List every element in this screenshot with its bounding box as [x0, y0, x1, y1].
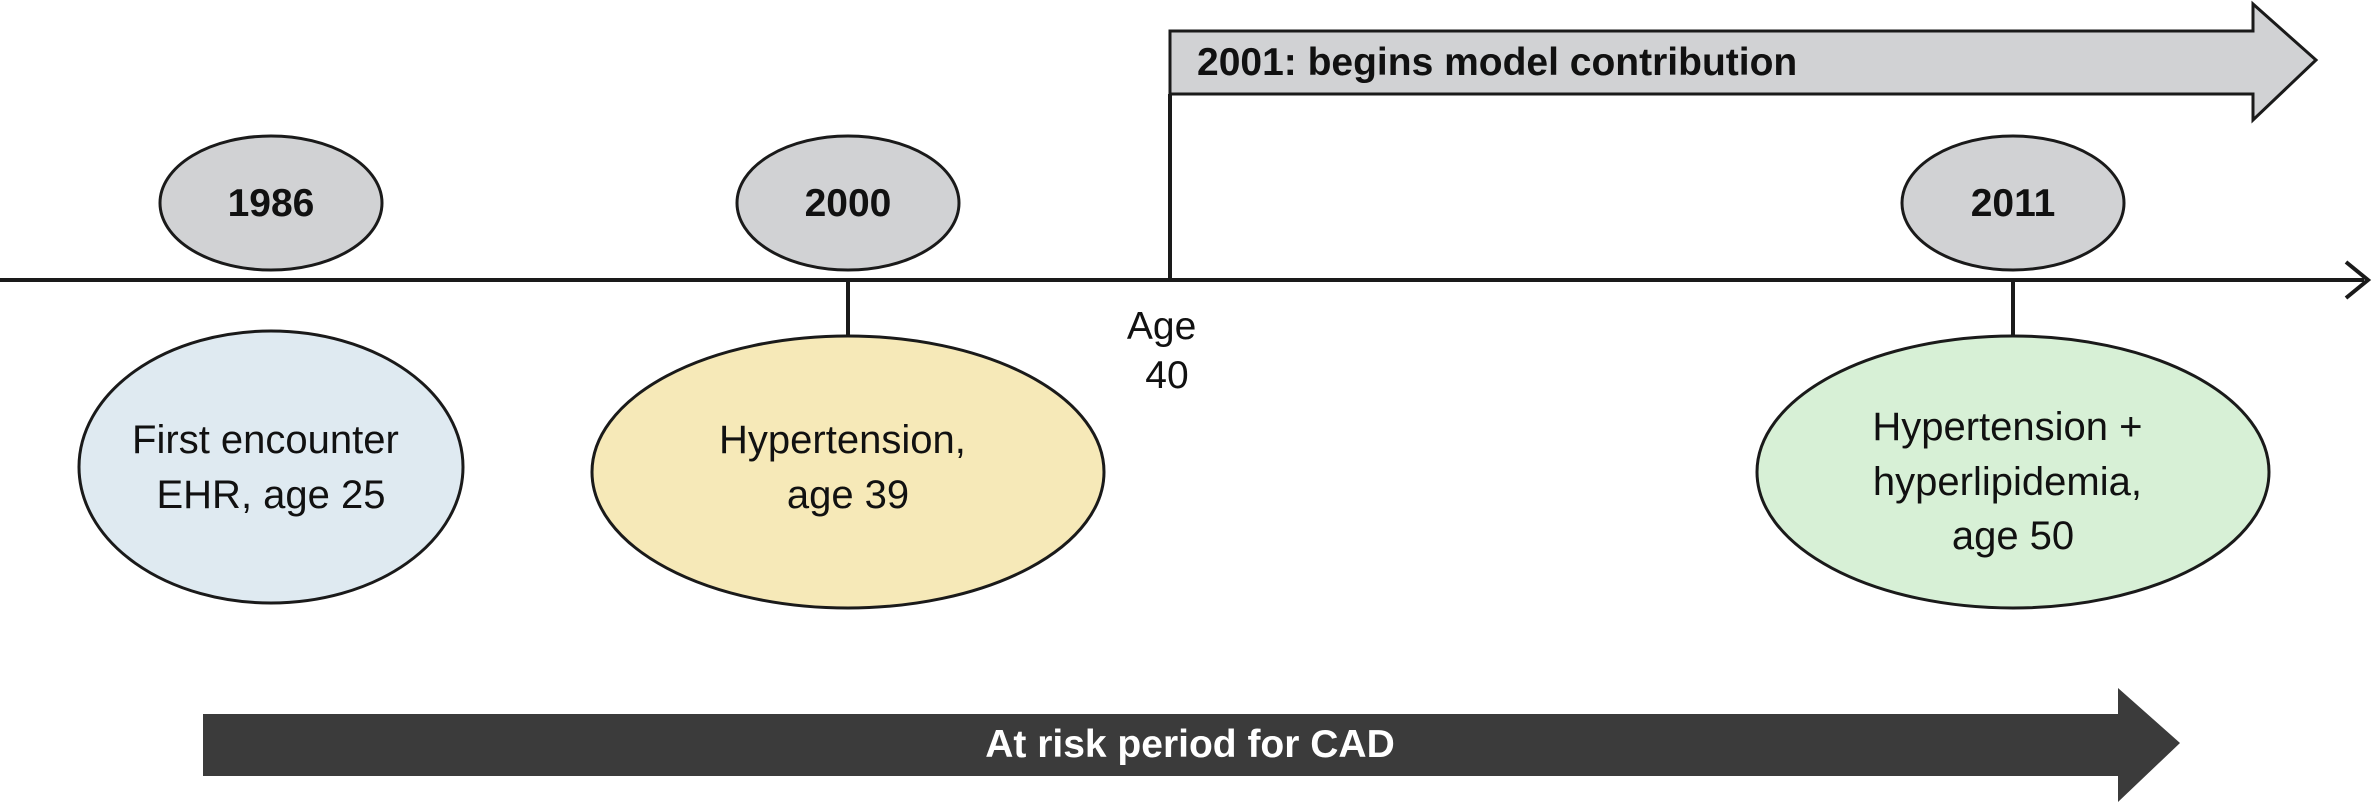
event-hypertension-line-1: Hypertension,: [719, 418, 966, 462]
year-oval-1986: [158, 134, 384, 272]
event-hh-line-3: age 50: [1952, 514, 2074, 558]
year-label-2000: 2000: [805, 182, 892, 225]
year-label-2011: 2011: [1971, 182, 2056, 225]
age-marker-line-1: Age: [1127, 305, 1196, 348]
event-label-hypertension-hyperlipidemia: Hypertension + hyperlipidemia, age 50: [1872, 405, 2153, 558]
age-marker-label: Age 40: [1127, 305, 1207, 397]
event-oval-first-encounter: [77, 329, 465, 605]
event-first-encounter-line-2: EHR, age 25: [156, 473, 385, 517]
model-contribution-label: 2001: begins model contribution: [1197, 41, 1797, 84]
year-oval-2000: [735, 134, 961, 272]
event-label-first-encounter: First encounter EHR, age 25: [132, 418, 410, 517]
model-contribution-arrow: [1168, 0, 2319, 124]
risk-period-label: At risk period for CAD: [985, 723, 1395, 766]
event-label-hypertension: Hypertension, age 39: [719, 418, 977, 517]
timeline-arrowhead: [2344, 260, 2372, 300]
event-hh-line-1: Hypertension +: [1872, 405, 2142, 449]
event-first-encounter-line-1: First encounter: [132, 418, 399, 462]
age-marker-line-2: 40: [1145, 354, 1188, 397]
event-hypertension-line-2: age 39: [787, 473, 909, 517]
event-oval-hypertension: [590, 334, 1106, 610]
event-hh-line-2: hyperlipidemia,: [1873, 460, 2142, 504]
risk-period-arrow: [203, 688, 2180, 802]
event-oval-hypertension-hyperlipidemia: [1755, 334, 2271, 610]
year-oval-2011: [1900, 134, 2126, 272]
year-label-1986: 1986: [228, 182, 315, 225]
